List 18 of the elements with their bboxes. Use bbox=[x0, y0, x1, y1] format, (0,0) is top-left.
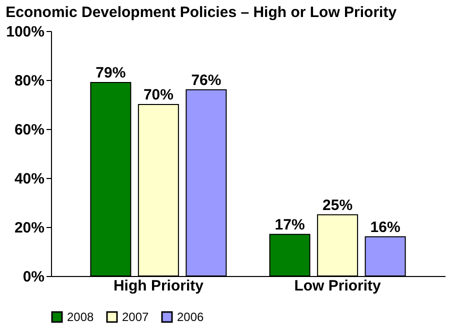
y-tick-label: 0% bbox=[22, 268, 44, 286]
data-label: 70% bbox=[143, 86, 174, 104]
y-tick-label: 80% bbox=[14, 72, 44, 90]
data-label: 17% bbox=[274, 216, 305, 234]
chart-title: Economic Development Policies – High or Low Priority bbox=[6, 4, 398, 21]
data-label: 25% bbox=[322, 196, 353, 214]
legend-label: 2008 bbox=[67, 310, 94, 324]
legend-label: 2007 bbox=[122, 310, 150, 324]
x-tick-label: High Priority bbox=[113, 278, 204, 294]
data-label: 76% bbox=[191, 72, 222, 89]
y-tick-label: 40% bbox=[14, 170, 44, 188]
data-label: 79% bbox=[96, 64, 126, 82]
y-tick-label: 60% bbox=[14, 122, 44, 138]
y-tick-label: 100% bbox=[6, 24, 44, 40]
legend-label: 2006 bbox=[177, 310, 204, 324]
x-tick-label: Low Priority bbox=[294, 278, 382, 294]
data-label: 16% bbox=[370, 218, 400, 236]
y-tick-label: 20% bbox=[14, 220, 44, 236]
